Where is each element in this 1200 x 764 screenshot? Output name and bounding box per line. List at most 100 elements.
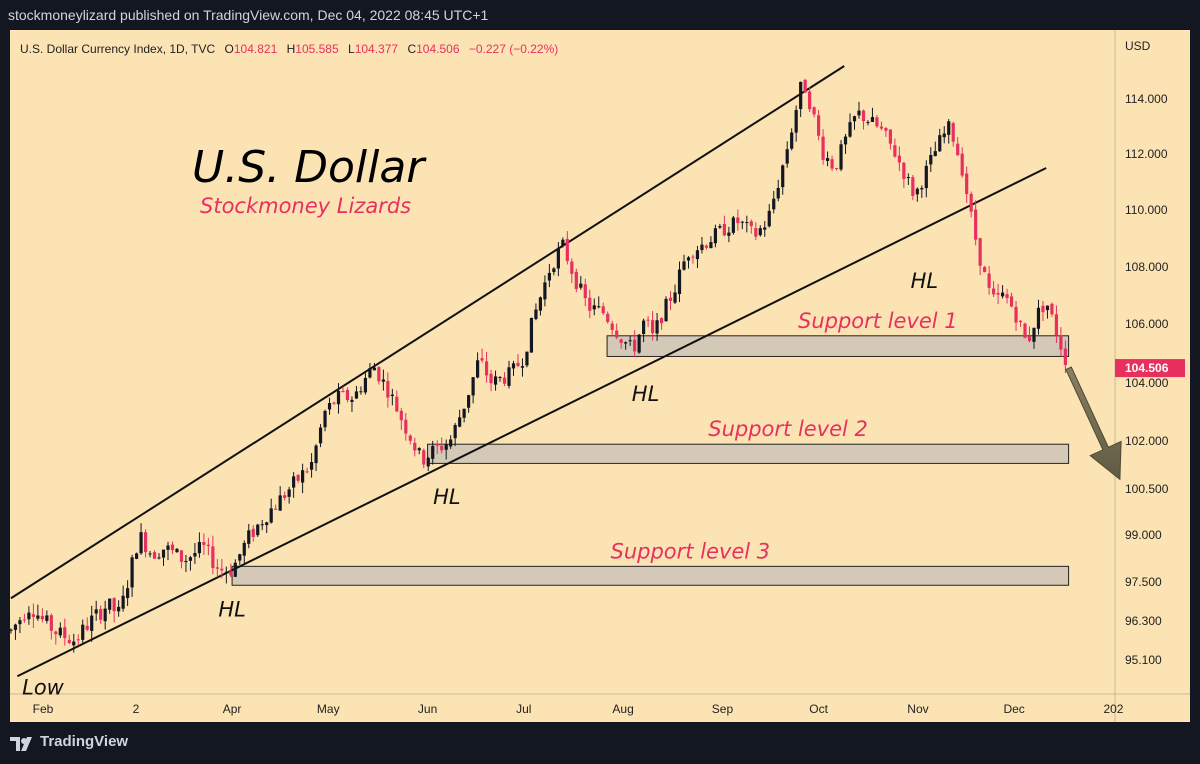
candle-body xyxy=(152,552,157,559)
candle-body xyxy=(713,228,718,244)
candle-body xyxy=(94,609,98,614)
candle-body xyxy=(574,271,578,290)
candle-body xyxy=(458,417,462,427)
candle-body xyxy=(224,571,228,573)
candle-body xyxy=(305,471,309,473)
candle-body xyxy=(274,508,278,510)
candle-body xyxy=(794,109,798,133)
footer-bar xyxy=(0,722,1200,764)
candle-body xyxy=(902,162,906,179)
candle-body xyxy=(126,588,130,599)
candle-body xyxy=(700,244,704,251)
price-axis[interactable]: 114.000 112.000 110.000 108.000 106.000 104.0… xyxy=(1125,92,1169,667)
candle-body xyxy=(552,268,556,273)
time-tick-label: Sep xyxy=(712,702,734,716)
time-tick-label: Aug xyxy=(612,702,633,716)
support-zone-label: Support level 1 xyxy=(798,309,958,333)
candle-body xyxy=(36,615,40,619)
candle-body xyxy=(242,542,246,556)
candle-body xyxy=(668,297,673,301)
candle-body xyxy=(852,116,857,122)
candle-body xyxy=(951,123,955,142)
candle-body xyxy=(139,532,143,554)
time-tick-label: Jul xyxy=(516,702,531,716)
candle-body xyxy=(601,306,605,314)
candle-body xyxy=(206,544,210,547)
support-zone xyxy=(606,335,1070,357)
support-zone-label: Support level 3 xyxy=(611,539,771,563)
ohlc-legend: U.S. Dollar Currency Index, 1D, TVC O104… xyxy=(20,42,558,56)
candle-body xyxy=(915,188,919,195)
candle-body xyxy=(103,608,107,622)
annotation-label: Low xyxy=(22,675,65,699)
candle-body xyxy=(695,250,700,260)
chart-title: U.S. Dollar xyxy=(192,142,427,193)
candle-body xyxy=(875,117,879,127)
price-tick-label: 104.000 xyxy=(1125,376,1169,390)
candle-body xyxy=(1050,303,1054,315)
candle-body xyxy=(197,541,202,554)
candle-body xyxy=(130,557,134,588)
candle-body xyxy=(556,247,560,269)
time-tick-label: May xyxy=(317,702,340,716)
candle-body xyxy=(354,391,359,399)
candle-body xyxy=(260,524,264,526)
price-tick-label: 108.000 xyxy=(1125,260,1169,274)
candle-body xyxy=(996,293,1000,295)
time-tick-label: Jun xyxy=(418,702,437,716)
candle-body xyxy=(251,528,255,537)
candle-body xyxy=(256,524,260,536)
candle-body xyxy=(278,495,282,511)
candle-body xyxy=(965,173,969,195)
time-tick-label: Apr xyxy=(223,702,242,716)
candle-body xyxy=(327,403,332,410)
tradingview-logo-icon[interactable] xyxy=(10,735,36,753)
candle-body xyxy=(1054,314,1059,336)
candle-body xyxy=(704,245,709,248)
candle-body xyxy=(372,367,376,371)
candle-body xyxy=(10,629,13,631)
support-zone-label: Support level 2 xyxy=(708,417,868,441)
candle-body xyxy=(659,318,664,324)
candle-body xyxy=(269,508,273,523)
candle-body xyxy=(884,127,888,131)
candle-body xyxy=(453,424,457,439)
legend-change: −0.227 (−0.22%) xyxy=(469,42,558,56)
candle-body xyxy=(812,107,816,115)
candle-body xyxy=(686,257,691,261)
candle-body xyxy=(413,442,417,451)
candle-body xyxy=(229,570,233,576)
candle-body xyxy=(467,395,471,408)
time-axis[interactable]: Feb 2 Apr May Jun Jul Aug Sep Oct Nov Dec 202 xyxy=(33,702,1124,716)
candle-body xyxy=(987,273,991,288)
candle-body xyxy=(58,627,62,636)
candle-body xyxy=(184,560,188,563)
candle-body xyxy=(969,193,973,212)
price-tick-label: 110.000 xyxy=(1125,203,1168,217)
candle-body xyxy=(767,210,771,227)
candle-body xyxy=(489,373,493,384)
tradingview-brand[interactable]: TradingView xyxy=(40,733,129,750)
candle-body xyxy=(857,110,861,116)
candle-body xyxy=(839,144,843,170)
candle-body xyxy=(121,595,125,609)
candle-body xyxy=(938,135,942,152)
candle-body xyxy=(1041,305,1045,313)
candle-body xyxy=(332,402,336,404)
candle-body xyxy=(776,187,780,199)
candle-body xyxy=(983,266,987,273)
candle-body xyxy=(992,288,996,295)
time-tick-label: Oct xyxy=(809,702,828,716)
candle-body xyxy=(471,377,475,396)
candle-body xyxy=(978,238,982,266)
candle-body xyxy=(359,391,363,393)
candle-body xyxy=(538,297,543,311)
price-tick-label: 102.000 xyxy=(1125,434,1169,448)
candle-body xyxy=(40,615,44,620)
candle-body xyxy=(220,568,224,571)
candle-body xyxy=(408,435,412,441)
candle-body xyxy=(619,339,623,343)
candle-body xyxy=(709,242,713,249)
candle-body xyxy=(345,390,350,400)
